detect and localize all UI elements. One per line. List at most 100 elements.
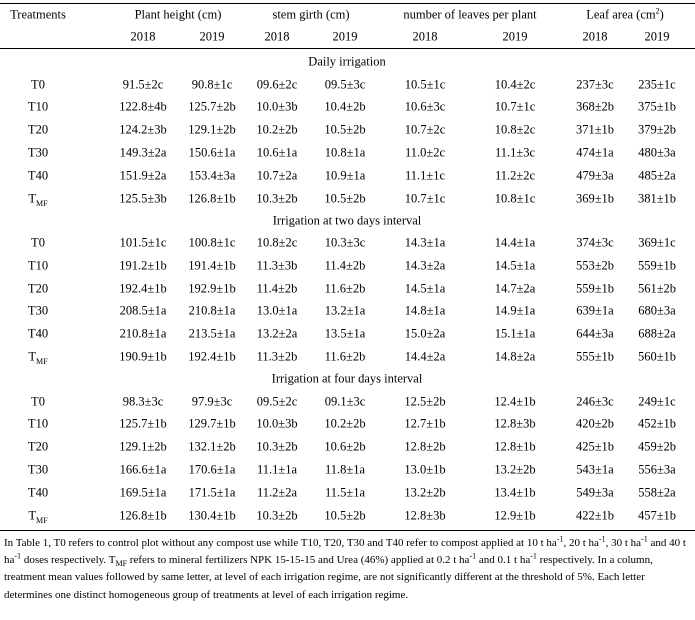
value-cell: 11.1±1a	[256, 462, 298, 477]
value-cell: 374±3c	[576, 235, 614, 250]
value-cell: 10.2±2b	[324, 416, 366, 431]
value-cell: 11.4±2b	[324, 258, 366, 273]
value-cell: 13.0±1b	[404, 462, 446, 477]
rule	[0, 3, 695, 4]
value-cell: 14.9±1a	[494, 303, 536, 318]
value-cell: 12.7±1b	[404, 416, 446, 431]
value-cell: 14.5±1a	[404, 281, 446, 296]
value-cell: 420±2b	[575, 416, 615, 431]
footnote-text: and 0.1 t ha	[476, 554, 531, 567]
treatment: T10	[28, 417, 48, 432]
superscript: -1	[469, 551, 477, 561]
value-cell: 10.6±3c	[404, 99, 446, 114]
year-header: 2019	[332, 29, 358, 44]
value-cell: 235±1c	[638, 77, 676, 91]
value-cell: 14.3±1a	[404, 235, 446, 250]
value-cell: 191.4±1b	[188, 258, 236, 273]
treatment-name: T0	[31, 77, 45, 91]
value-cell: 639±1a	[576, 303, 614, 318]
value-cell: 10.6±2b	[324, 439, 366, 454]
value-cell: 11.2±2a	[256, 485, 298, 500]
value-cell: 126.8±1b	[119, 508, 167, 522]
value-cell: 10.0±3b	[256, 99, 298, 114]
value-cell: 10.7±1c	[404, 191, 446, 205]
value-cell: 125.7±1b	[119, 416, 167, 431]
year-header: 2019	[199, 29, 225, 44]
treatment-name: T20	[27, 122, 49, 137]
value-cell: 14.3±2a	[404, 258, 446, 273]
treatment: T30	[28, 304, 48, 319]
value-cell: 10.8±2c	[494, 122, 536, 137]
value-cell: 10.3±2b	[256, 439, 298, 454]
treatment-name: T	[28, 508, 37, 522]
treatment-name: T30	[27, 145, 49, 160]
value-cell: 125.5±3b	[119, 191, 167, 205]
year-header: 2018	[582, 29, 608, 44]
value-cell: 151.9±2a	[119, 168, 167, 183]
header-cell: Treatments	[10, 7, 66, 22]
value-cell: 213.5±1a	[188, 326, 236, 341]
year-header: 2018	[264, 29, 290, 44]
treatment: T20	[28, 281, 48, 296]
group-title: Leaf area (cm	[586, 7, 656, 22]
value-cell: 474±1a	[576, 145, 614, 160]
value-cell: 10.2±2b	[256, 122, 298, 137]
group-title-end: )	[659, 7, 664, 22]
treatment: T30	[28, 462, 48, 477]
year-header: 2019	[644, 29, 670, 44]
value-cell: 170.6±1a	[188, 462, 236, 477]
value-cell: 10.7±2a	[256, 168, 298, 183]
value-cell: 09.1±3c	[324, 394, 366, 408]
value-cell: 10.6±1a	[256, 145, 298, 160]
footnote-text: refers to mineral fertilizers NPK 15-15-…	[127, 554, 470, 567]
superscript: 2	[655, 6, 660, 16]
value-cell: 09.5±2c	[256, 394, 298, 408]
treatment: T0	[31, 394, 45, 409]
value-cell: 10.8±1a	[324, 145, 366, 160]
treatment-name: T20	[27, 439, 49, 454]
value-cell: 558±2a	[638, 485, 676, 500]
treatment-name: T40	[27, 168, 49, 183]
value-cell: 129.1±2b	[119, 439, 167, 454]
group-title: number of leaves per plant	[403, 7, 537, 22]
treatment-name: T0	[31, 235, 45, 250]
value-cell: 130.4±1b	[188, 508, 236, 522]
value-cell: 459±2b	[637, 439, 677, 454]
treatment: T0	[31, 77, 45, 92]
value-cell: 369±1c	[638, 235, 676, 250]
value-cell: 13.2±2a	[256, 326, 298, 341]
value-cell: 249±1c	[638, 394, 676, 408]
value-cell: 11.8±1a	[324, 462, 366, 477]
treatment-name: T40	[27, 326, 49, 341]
value-cell: 14.4±1a	[494, 235, 536, 250]
treatment-name: T10	[27, 99, 49, 114]
value-cell: 166.6±1a	[119, 462, 167, 477]
footnote-text: In Table 1, T0 refers to control plot wi…	[4, 537, 557, 549]
value-cell: 10.4±2c	[494, 77, 536, 91]
value-cell: 14.8±1a	[404, 303, 446, 318]
subscript: MF	[36, 515, 48, 525]
footnote: In Table 1, T0 refers to control plot wi…	[4, 535, 692, 604]
subscript: MF	[36, 198, 48, 208]
value-cell: 132.1±2b	[188, 439, 236, 454]
value-cell: 246±3c	[576, 394, 614, 408]
group-title: Plant height (cm)	[134, 7, 222, 22]
value-cell: 10.0±3b	[256, 416, 298, 431]
value-cell: 171.5±1a	[188, 485, 236, 500]
value-cell: 371±1b	[575, 122, 615, 137]
value-cell: 10.5±2b	[324, 508, 366, 522]
treatment: TMF	[28, 191, 48, 208]
value-cell: 91.5±2c	[122, 77, 164, 91]
treatment-name: T	[28, 349, 37, 364]
treatment-name: T40	[27, 485, 49, 500]
value-cell: 555±1b	[575, 349, 615, 364]
value-cell: 553±2b	[575, 258, 615, 273]
value-cell: 425±1b	[575, 439, 615, 454]
value-cell: 543±1a	[576, 462, 614, 477]
value-cell: 210.8±1a	[188, 303, 236, 318]
superscript: -1	[14, 551, 22, 561]
value-cell: 237±3c	[576, 77, 614, 91]
footnote-text: and 40 t ha	[4, 537, 686, 567]
treatment: T0	[31, 236, 45, 251]
